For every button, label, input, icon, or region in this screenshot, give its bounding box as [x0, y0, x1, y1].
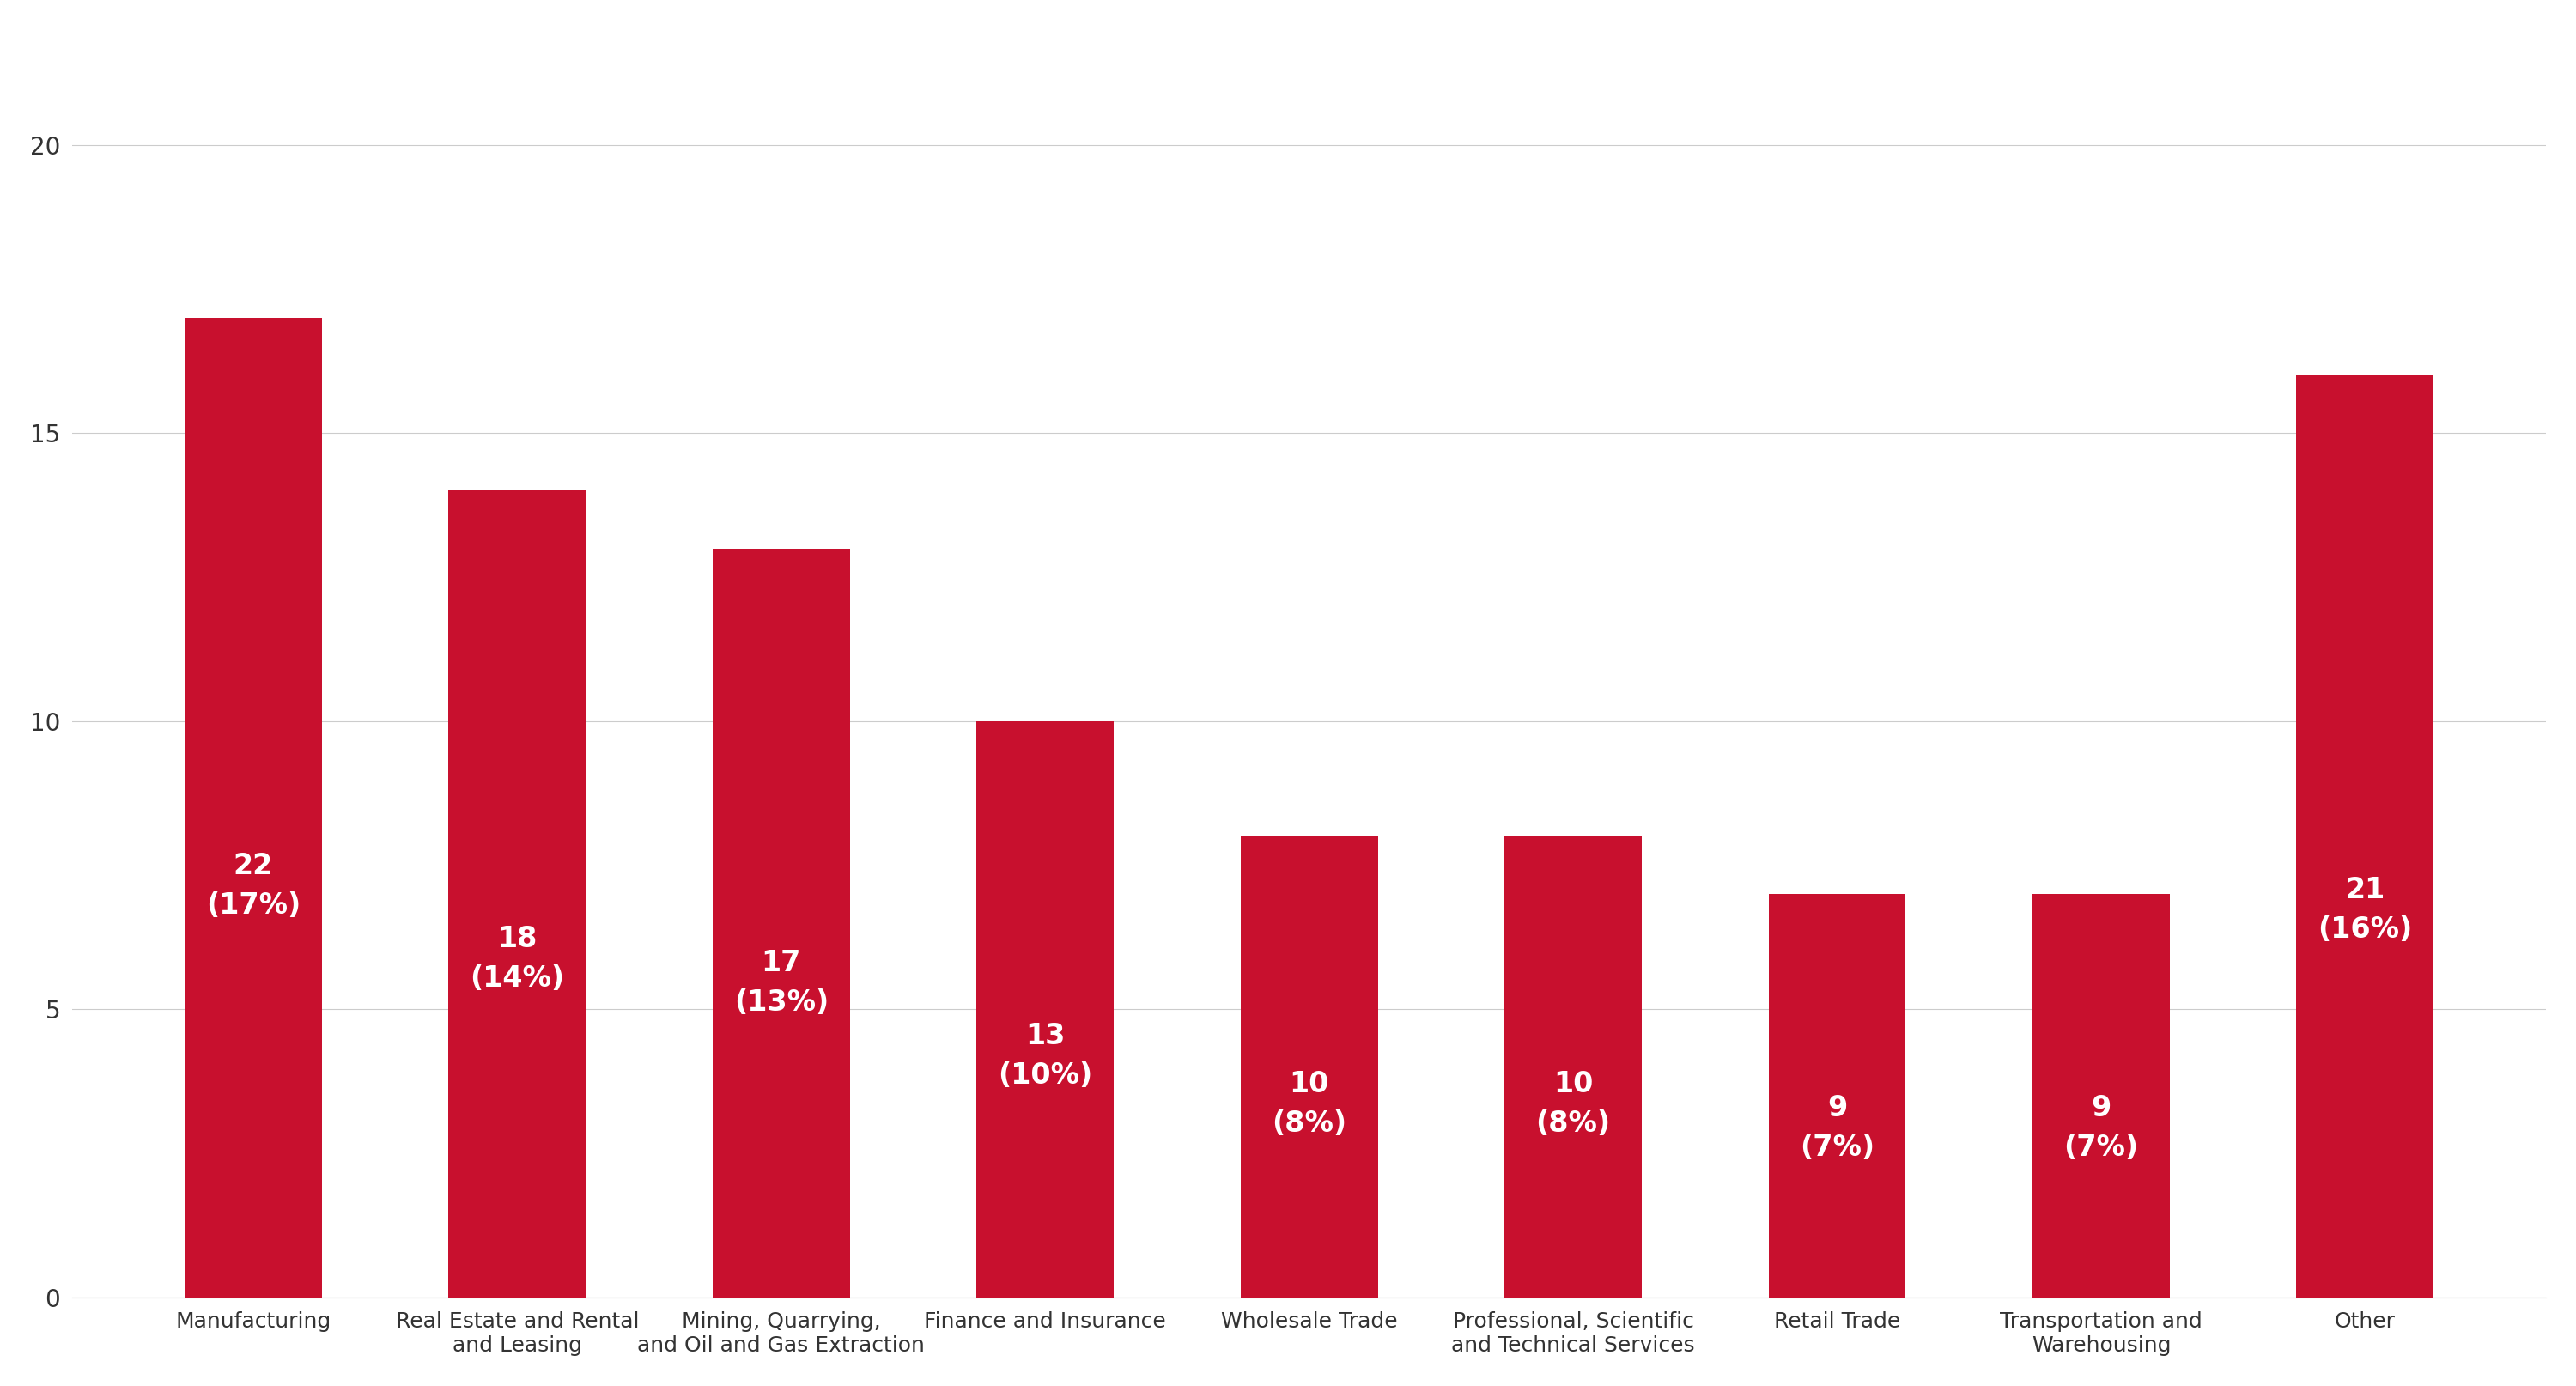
Text: 10
(8%): 10 (8%) — [1535, 1070, 1610, 1138]
Bar — [2295, 376, 2434, 1297]
Text: 21
(16%): 21 (16%) — [2318, 876, 2414, 944]
Bar — [714, 549, 850, 1297]
Text: 9
(7%): 9 (7%) — [1801, 1094, 1875, 1161]
Bar — [1504, 837, 1641, 1297]
Bar — [448, 491, 585, 1297]
Text: 13
(10%): 13 (10%) — [997, 1021, 1092, 1089]
Bar — [1242, 837, 1378, 1297]
Text: 18
(14%): 18 (14%) — [469, 924, 564, 992]
Bar — [2032, 894, 2169, 1297]
Bar — [976, 721, 1113, 1297]
Text: 9
(7%): 9 (7%) — [2063, 1094, 2138, 1161]
Bar — [1770, 894, 1906, 1297]
Text: 10
(8%): 10 (8%) — [1273, 1070, 1347, 1138]
Text: 17
(13%): 17 (13%) — [734, 949, 829, 1017]
Text: 22
(17%): 22 (17%) — [206, 852, 301, 920]
Bar — [185, 317, 322, 1297]
